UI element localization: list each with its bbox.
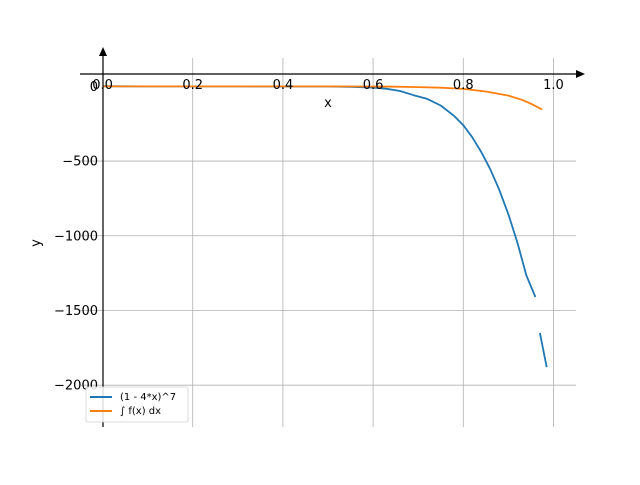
x-tick-label: 0.8 [453,78,474,93]
x-axis-arrow [576,70,585,78]
x-tick-label: 0.0 [92,78,113,93]
legend-label-series-2: ∫ f(x) dx [120,406,161,417]
x-tick-label: 0.4 [273,78,294,93]
x-axis-label: x [324,96,332,111]
series-line-1 [539,332,548,368]
y-tick-label: 0 [90,80,98,95]
y-tick-label: −1500 [54,304,98,319]
grid [80,58,576,427]
y-tick-label: −500 [62,155,98,170]
y-axis-label: y [29,239,44,247]
series-lines [102,85,548,368]
legend: (1 - 4*x)^7 ∫ f(x) dx [85,386,189,423]
tick-labels: 0.0 0.2 0.4 0.6 0.8 1.00−500−1000−1500−2000 [54,78,564,394]
series-line-2 [102,85,543,111]
y-axis-arrow [99,47,107,56]
legend-box [85,386,189,423]
series-line-1 [102,85,537,298]
x-tick-label: 0.2 [182,78,203,93]
x-tick-label: 1.0 [543,78,564,93]
legend-label-series-1: (1 - 4*x)^7 [120,392,176,403]
y-tick-label: −1000 [54,229,98,244]
axes [80,47,585,427]
x-tick-label: 0.6 [363,78,384,93]
